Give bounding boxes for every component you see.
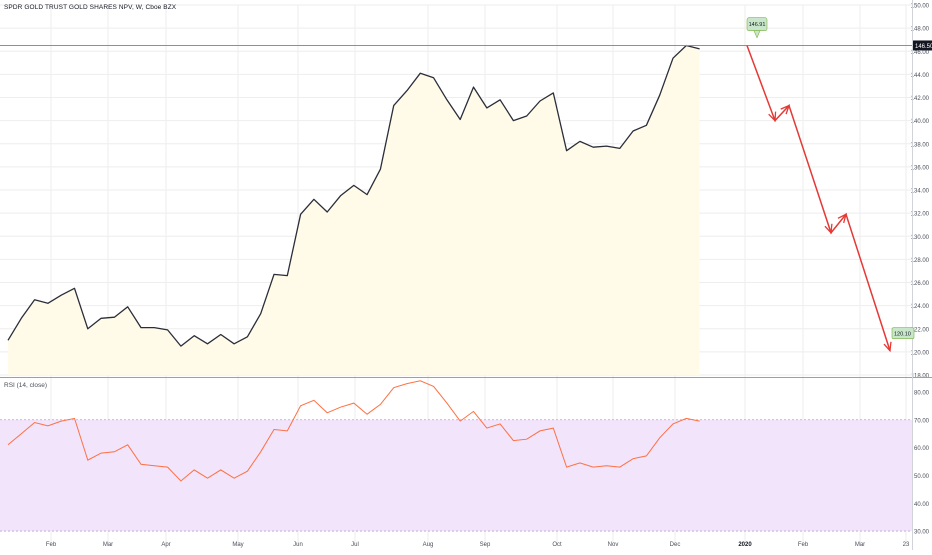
time-axis-label: Jul (351, 542, 359, 548)
projection-arrowhead (768, 111, 777, 123)
time-axis-label: Dec (670, 542, 681, 548)
time-axis-label: Nov (608, 542, 619, 548)
time-axis-label: 23 (903, 542, 910, 548)
projection-arrowhead (824, 223, 833, 235)
high-callout-label: 146.91 (749, 22, 766, 28)
time-axis-label: Apr (161, 542, 170, 548)
rsi-axis-tick-label: 80.00 (914, 390, 930, 396)
target-callout-label: 120.10 (894, 332, 911, 338)
rsi-line (7, 380, 700, 482)
rsi-axis-tick-label: 40.00 (914, 502, 930, 508)
time-axis-label: May (232, 542, 243, 548)
rsi-title: RSI (14, close) (4, 382, 47, 389)
price-axis-tick-label: 132.00 (911, 212, 930, 218)
time-axis-label: Mar (855, 542, 865, 548)
price-axis-tick-label: 140.00 (911, 119, 930, 125)
price-axis-tick-label: 120.00 (911, 350, 930, 356)
projection-arrowhead (780, 104, 791, 115)
price-axis-tick-label: 136.00 (911, 165, 930, 171)
price-axis-tick-label: 138.00 (911, 142, 930, 148)
target-callout-box (891, 327, 915, 340)
price-area-fill (8, 45, 700, 375)
rsi-band (0, 419, 912, 532)
high-callout-pointer (753, 30, 761, 39)
rsi-axis-tick-label: 30.00 (914, 530, 930, 536)
time-axis-label: Feb (798, 542, 809, 548)
rsi-axis-tick-label: 60.00 (914, 446, 930, 452)
rsi-axis-tick-label: 50.00 (914, 474, 930, 480)
time-axis-label: 2020 (738, 542, 752, 548)
rsi-axis-tick-label: 70.00 (914, 418, 930, 424)
price-axis-tick-label: 134.00 (911, 189, 930, 195)
time-axis-label: Oct (552, 542, 562, 548)
price-axis-tick-label: 148.00 (911, 27, 930, 33)
time-axis-label: Feb (46, 542, 57, 548)
price-axis-tick-label: 146.00 (911, 50, 930, 56)
time-axis-label: Mar (103, 542, 113, 548)
projection-arrowhead (883, 341, 892, 353)
price-axis-tick-label: 122.00 (911, 327, 930, 333)
price-axis-tick-label: 118.00 (911, 374, 930, 380)
time-axis-label: Jun (293, 542, 303, 548)
last-price-label: 146.50 (915, 44, 932, 50)
price-line (7, 44, 700, 347)
last-price-badge (913, 40, 932, 51)
price-axis-tick-label: 150.00 (911, 4, 930, 10)
price-axis-tick-label: 126.00 (911, 281, 930, 287)
time-axis-label: Sep (480, 542, 491, 548)
price-axis-tick-label: 130.00 (911, 235, 930, 241)
symbol-title: SPDR GOLD TRUST GOLD SHARES NPV, W, Cboe… (4, 4, 177, 11)
price-axis-tick-label: 142.00 (911, 96, 930, 102)
price-axis-tick-label: 124.00 (911, 304, 930, 310)
price-axis-tick-label: 144.00 (911, 73, 930, 79)
projection-line (746, 45, 891, 351)
time-axis-label: Aug (423, 542, 434, 548)
projection-arrowhead (837, 213, 848, 224)
price-axis-tick-label: 128.00 (911, 258, 930, 264)
